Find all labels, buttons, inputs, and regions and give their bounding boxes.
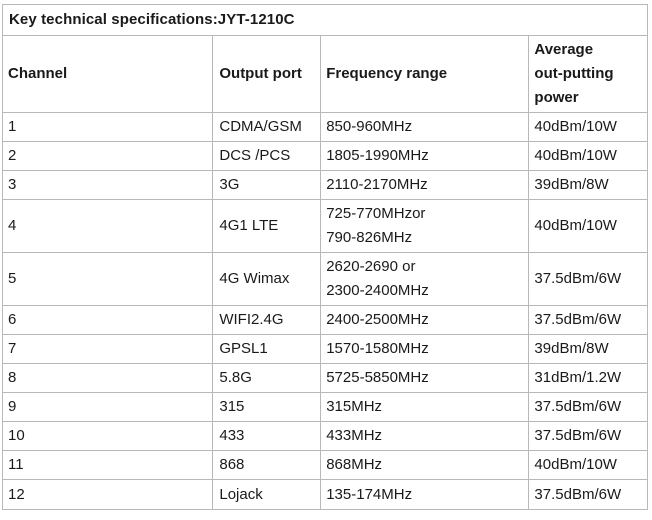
power-cell: 37.5dBm/6W: [528, 305, 648, 335]
frequency-cell: 135-174MHz: [320, 479, 530, 510]
table-row: 10 433 433MHz 37.5dBm/6W: [1, 421, 648, 451]
header-row: Channel Output port Frequency range Aver…: [1, 35, 648, 113]
frequency-cell: 1570-1580MHz: [320, 334, 530, 364]
output-port-cell: CDMA/GSM: [212, 112, 322, 142]
frequency-line: 790-826MHz: [326, 229, 413, 246]
header-power: Average out-putting power: [528, 35, 648, 113]
table-row: 5 4G Wimax 2620-2690 or 2300-2400MHz 37.5dBm…: [1, 252, 648, 306]
spec-table-container: Key technical specifications:JYT-1210C C…: [1, 4, 648, 510]
power-cell: 37.5dBm/6W: [528, 421, 648, 451]
channel-cell: 11: [1, 450, 214, 480]
header-channel: Channel: [1, 35, 214, 113]
frequency-line: 315MHz: [326, 398, 383, 415]
table-row: 6 WIFI2.4G 2400-2500MHz 37.5dBm/6W: [1, 305, 648, 335]
frequency-cell: 5725-5850MHz: [320, 363, 530, 393]
frequency-cell: 2400-2500MHz: [320, 305, 530, 335]
output-port-cell: 5.8G: [212, 363, 322, 393]
output-port-cell: DCS /PCS: [212, 141, 322, 171]
header-power-line: Average: [534, 41, 594, 58]
frequency-line: 850-960MHz: [326, 118, 413, 135]
frequency-line: 2110-2170MHz: [326, 176, 428, 193]
frequency-cell: 1805-1990MHz: [320, 141, 530, 171]
channel-cell: 9: [1, 392, 214, 422]
channel-cell: 1: [1, 112, 214, 142]
output-port-cell: 3G: [212, 170, 322, 200]
table-row: 9 315 315MHz 37.5dBm/6W: [1, 392, 648, 422]
power-cell: 40dBm/10W: [528, 141, 648, 171]
table-title: Key technical specifications:JYT-1210C: [2, 4, 648, 36]
frequency-cell: 433MHz: [320, 421, 530, 451]
frequency-line: 2620-2690 or: [326, 258, 416, 275]
channel-cell: 10: [1, 421, 214, 451]
frequency-cell: 850-960MHz: [320, 112, 530, 142]
channel-cell: 12: [1, 479, 214, 510]
channel-cell: 7: [1, 334, 214, 364]
frequency-cell: 725-770MHzor 790-826MHz: [320, 199, 530, 253]
table-row: 4 4G1 LTE 725-770MHzor 790-826MHz 40dBm/10W: [1, 199, 648, 253]
frequency-cell: 2110-2170MHz: [320, 170, 530, 200]
frequency-line: 135-174MHz: [326, 485, 413, 503]
output-port-cell: 433: [212, 421, 322, 451]
output-port-cell: Lojack: [212, 479, 322, 510]
header-power-line: out-putting: [534, 65, 614, 82]
output-port-cell: GPSL1: [212, 334, 322, 364]
power-cell: 40dBm/10W: [528, 199, 648, 253]
channel-cell: 3: [1, 170, 214, 200]
table-row: 8 5.8G 5725-5850MHz 31dBm/1.2W: [1, 363, 648, 393]
table-row: 7 GPSL1 1570-1580MHz 39dBm/8W: [1, 334, 648, 364]
output-port-cell: 4G Wimax: [212, 252, 322, 306]
channel-cell: 8: [1, 363, 214, 393]
table-row: 1 CDMA/GSM 850-960MHz 40dBm/10W: [1, 112, 648, 142]
output-port-cell: 4G1 LTE: [212, 199, 322, 253]
output-port-cell: 315: [212, 392, 322, 422]
power-cell: 40dBm/10W: [528, 112, 648, 142]
channel-cell: 6: [1, 305, 214, 335]
table-row: 12 Lojack 135-174MHz 37.5dBm/6W: [1, 479, 648, 510]
frequency-line: 725-770MHzor: [326, 205, 426, 222]
frequency-line: 868MHz: [326, 456, 383, 473]
frequency-cell: 868MHz: [320, 450, 530, 480]
power-cell: 37.5dBm/6W: [528, 252, 648, 306]
frequency-line: 2400-2500MHz: [326, 311, 429, 328]
channel-cell: 5: [1, 252, 214, 306]
frequency-line: 5725-5850MHz: [326, 369, 429, 386]
header-output-port: Output port: [212, 35, 322, 113]
frequency-cell: 315MHz: [320, 392, 530, 422]
header-frequency-range: Frequency range: [320, 35, 530, 113]
table-row: 11 868 868MHz 40dBm/10W: [1, 450, 648, 480]
frequency-cell: 2620-2690 or 2300-2400MHz: [320, 252, 530, 306]
frequency-line: 1570-1580MHz: [326, 340, 429, 357]
power-cell: 37.5dBm/6W: [528, 479, 648, 510]
spec-table: Key technical specifications:JYT-1210C C…: [1, 4, 648, 510]
power-cell: 40dBm/10W: [528, 450, 648, 480]
power-cell: 39dBm/8W: [528, 170, 648, 200]
power-cell: 39dBm/8W: [528, 334, 648, 364]
output-port-cell: 868: [212, 450, 322, 480]
title-row: Key technical specifications:JYT-1210C: [2, 4, 648, 36]
channel-cell: 2: [1, 141, 214, 171]
table-row: 3 3G 2110-2170MHz 39dBm/8W: [1, 170, 648, 200]
output-port-cell: WIFI2.4G: [212, 305, 322, 335]
power-cell: 31dBm/1.2W: [528, 363, 648, 393]
frequency-line: 433MHz: [326, 427, 383, 444]
frequency-line: 2300-2400MHz: [326, 282, 429, 299]
power-cell: 37.5dBm/6W: [528, 392, 648, 422]
frequency-line: 1805-1990MHz: [326, 147, 429, 164]
table-row: 2 DCS /PCS 1805-1990MHz 40dBm/10W: [1, 141, 648, 171]
header-power-line: power: [534, 89, 579, 106]
channel-cell: 4: [1, 199, 214, 253]
